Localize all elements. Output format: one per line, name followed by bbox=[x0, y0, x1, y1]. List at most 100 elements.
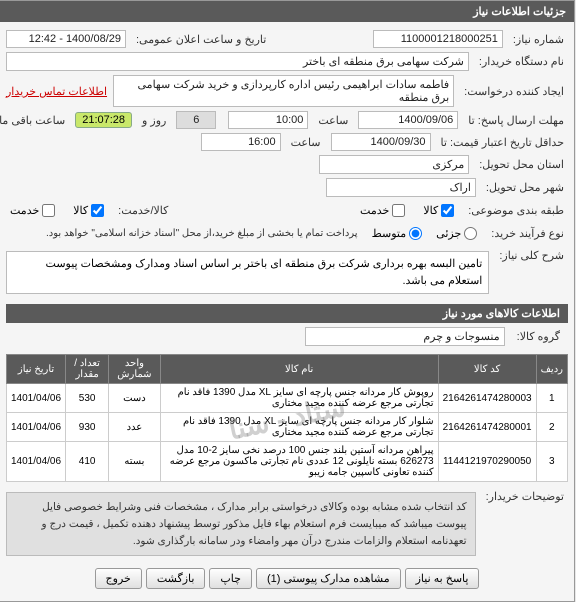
checkbox-goods-input[interactable] bbox=[442, 204, 455, 217]
need-desc-box: تامین البسه بهره برداری شرکت برق منطقه ا… bbox=[7, 251, 490, 294]
label-day-and: روز و bbox=[139, 112, 171, 129]
col-unit: واحد شمارش bbox=[110, 355, 162, 384]
checkbox-group-type: کالا خدمت bbox=[357, 201, 459, 220]
label-explain: توضیحات خریدار: bbox=[483, 488, 569, 505]
field-need-number: 1100001218000251 bbox=[374, 30, 504, 48]
radio-partial-input[interactable] bbox=[465, 227, 478, 240]
table-cell: 2164261474280001 bbox=[439, 413, 537, 442]
table-cell: 1144121970290050 bbox=[439, 442, 537, 482]
field-request-creator: فاطمه سادات ابراهیمی رئیس اداره کارپرداز… bbox=[114, 75, 455, 107]
field-price-date: 1400/09/30 bbox=[332, 133, 432, 151]
radio-medium-input[interactable] bbox=[410, 227, 423, 240]
table-cell: 1401/04/06 bbox=[8, 442, 67, 482]
col-qty: تعداد / مقدار bbox=[67, 355, 110, 384]
label-reply-deadline: مهلت ارسال پاسخ: تا bbox=[465, 112, 569, 129]
table-row: 12164261474280003روپوش کار مردانه جنس پا… bbox=[8, 384, 569, 413]
goods-table-wrap: ستاد - سنا ردیف کد کالا نام کالا واحد شم… bbox=[7, 354, 569, 482]
table-cell: روپوش کار مردانه جنس پارچه ای سایز XL مد… bbox=[161, 384, 439, 413]
table-row: 31144121970290050پیراهن مردانه آستین بلن… bbox=[8, 442, 569, 482]
table-cell: شلوار کار مردانه جنس پارچه ای سایز XL مد… bbox=[161, 413, 439, 442]
checkbox-service-input[interactable] bbox=[393, 204, 406, 217]
row-reply-deadline: مهلت ارسال پاسخ: تا 1400/09/06 ساعت 10:0… bbox=[7, 109, 569, 131]
row-purchase-type: نوع فرآیند خرید: جزئی متوسط پرداخت تمام … bbox=[7, 222, 569, 245]
field-province: مرکزی bbox=[320, 155, 470, 174]
label-time-1: ساعت bbox=[315, 112, 353, 129]
label-time-2: ساعت bbox=[288, 134, 326, 151]
panel-body: شماره نیاز: 1100001218000251 تاریخ و ساع… bbox=[1, 22, 575, 601]
checkbox-service-label: خدمت bbox=[361, 204, 390, 217]
respond-button[interactable]: پاسخ به نیاز bbox=[406, 568, 481, 589]
field-reply-time: 10:00 bbox=[229, 111, 309, 129]
goods-table: ردیف کد کالا نام کالا واحد شمارش تعداد /… bbox=[7, 354, 569, 482]
col-code: کد کالا bbox=[439, 355, 537, 384]
label-need-number: شماره نیاز: bbox=[510, 31, 569, 48]
table-cell: بسته bbox=[110, 442, 162, 482]
radio-medium-label: متوسط bbox=[373, 227, 408, 240]
table-cell: 530 bbox=[67, 384, 110, 413]
remaining-time-badge: 21:07:28 bbox=[76, 112, 133, 128]
print-button[interactable]: چاپ bbox=[210, 568, 253, 589]
checkbox-goods-label: کالا bbox=[424, 204, 439, 217]
row-explain: توضیحات خریدار: کد انتخاب شده مشابه بوده… bbox=[7, 486, 569, 562]
row-city: شهر محل تحویل: اراک bbox=[7, 176, 569, 199]
label-remaining: ساعت باقی مانده bbox=[0, 112, 70, 129]
radio-partial-label: جزئی bbox=[437, 227, 462, 240]
field-remaining-days: 6 bbox=[177, 111, 217, 129]
checkbox-group-gs: کالا خدمت bbox=[7, 201, 109, 220]
goods-table-head: ردیف کد کالا نام کالا واحد شمارش تعداد /… bbox=[8, 355, 569, 384]
radio-group-purchase: جزئی متوسط bbox=[369, 224, 483, 243]
field-price-time: 16:00 bbox=[202, 133, 282, 151]
radio-medium[interactable]: متوسط bbox=[373, 227, 424, 240]
label-budget-class: طبقه بندی موضوعی: bbox=[465, 202, 569, 219]
table-cell: 3 bbox=[537, 442, 568, 482]
table-cell: 1401/04/06 bbox=[8, 384, 67, 413]
label-goods-group: گروه کالا: bbox=[514, 328, 565, 345]
row-request-creator: ایجاد کننده درخواست: فاطمه سادات ابراهیم… bbox=[7, 73, 569, 109]
table-cell: 410 bbox=[67, 442, 110, 482]
label-goods-service: کالا/خدمت: bbox=[115, 202, 173, 219]
col-date: تاریخ نیاز bbox=[8, 355, 67, 384]
table-cell: 1 bbox=[537, 384, 568, 413]
contact-link[interactable]: اطلاعات تماس خریدار bbox=[7, 85, 108, 98]
row-need-number: شماره نیاز: 1100001218000251 تاریخ و ساع… bbox=[7, 28, 569, 50]
view-docs-button[interactable]: مشاهده مدارک پیوستی (1) bbox=[257, 568, 402, 589]
row-price-validity: حداقل تاریخ اعتبار قیمت: تا 1400/09/30 س… bbox=[7, 131, 569, 153]
exit-button[interactable]: خروج bbox=[96, 568, 143, 589]
table-cell: عدد bbox=[110, 413, 162, 442]
table-cell: دست bbox=[110, 384, 162, 413]
row-buyer-device: نام دستگاه خریدار: شرکت سهامی برق منطقه … bbox=[7, 50, 569, 73]
field-buyer-device: شرکت سهامی برق منطقه ای باختر bbox=[7, 52, 470, 71]
col-name: نام کالا bbox=[161, 355, 439, 384]
checkbox-goods-2-label: کالا bbox=[74, 204, 89, 217]
col-row: ردیف bbox=[537, 355, 568, 384]
back-button[interactable]: بازگشت bbox=[147, 568, 207, 589]
table-cell: 2 bbox=[537, 413, 568, 442]
goods-table-body: 12164261474280003روپوش کار مردانه جنس پا… bbox=[8, 384, 569, 482]
button-row: پاسخ به نیاز مشاهده مدارک پیوستی (1) چاپ… bbox=[7, 562, 569, 595]
field-city: اراک bbox=[327, 178, 477, 197]
field-announce-time: 1400/08/29 - 12:42 bbox=[7, 30, 127, 48]
checkbox-goods-2-input[interactable] bbox=[92, 204, 105, 217]
label-buyer-device: نام دستگاه خریدار: bbox=[476, 53, 569, 70]
checkbox-goods[interactable]: کالا bbox=[424, 204, 455, 217]
checkbox-goods-2[interactable]: کالا bbox=[74, 204, 105, 217]
label-request-creator: ایجاد کننده درخواست: bbox=[461, 83, 569, 100]
radio-partial[interactable]: جزئی bbox=[437, 227, 478, 240]
details-panel: جزئیات اطلاعات نیاز شماره نیاز: 11000012… bbox=[0, 0, 576, 602]
label-price-validity: حداقل تاریخ اعتبار قیمت: تا bbox=[438, 134, 569, 151]
panel-title: جزئیات اطلاعات نیاز bbox=[1, 1, 575, 22]
checkbox-service[interactable]: خدمت bbox=[361, 204, 406, 217]
goods-section-header: اطلاعات کالاهای مورد نیاز bbox=[7, 304, 569, 323]
purchase-note: پرداخت تمام یا بخشی از مبلغ خرید،از محل … bbox=[7, 225, 363, 242]
table-cell: 1401/04/06 bbox=[8, 413, 67, 442]
checkbox-service-2-input[interactable] bbox=[43, 204, 56, 217]
table-row: 22164261474280001شلوار کار مردانه جنس پا… bbox=[8, 413, 569, 442]
label-need-desc: شرح کلی نیاز: bbox=[496, 247, 569, 264]
field-reply-date: 1400/09/06 bbox=[359, 111, 459, 129]
explain-box: کد انتخاب شده مشابه بوده وکالای درخواستی… bbox=[7, 492, 477, 556]
label-city: شهر محل تحویل: bbox=[483, 179, 569, 196]
row-budget-class: طبقه بندی موضوعی: کالا خدمت کالا/خدمت: ک… bbox=[7, 199, 569, 222]
checkbox-service-2-label: خدمت bbox=[11, 204, 40, 217]
checkbox-service-2[interactable]: خدمت bbox=[11, 204, 56, 217]
field-goods-group: منسوجات و چرم bbox=[306, 327, 506, 346]
